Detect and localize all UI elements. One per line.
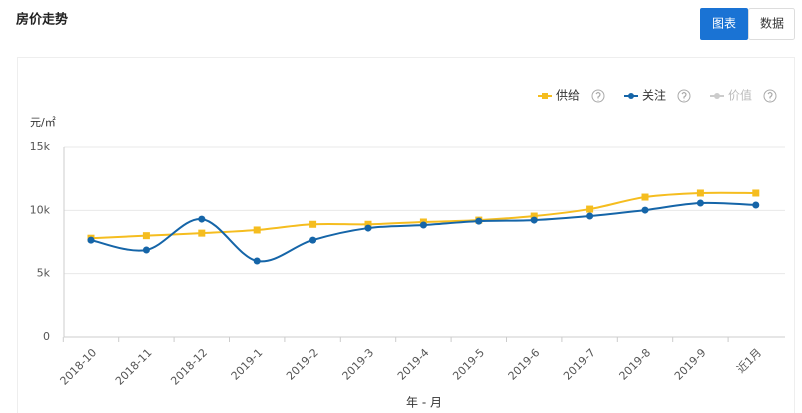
x-tick-label: 2019-6 — [506, 346, 543, 383]
help-icon — [763, 89, 777, 103]
y-tick-label: 5k — [37, 267, 51, 280]
help-icon-mark — [681, 91, 687, 101]
tab-data[interactable] — [748, 8, 795, 40]
tab-label[interactable]: 图表 — [712, 17, 736, 31]
y-axis-label: 元/㎡ — [30, 116, 56, 129]
point — [419, 221, 427, 229]
x-tick-label: 2019-4 — [395, 346, 432, 383]
point — [309, 236, 317, 244]
x-tick-label: 2018-10 — [58, 346, 100, 388]
point — [364, 224, 372, 232]
point — [253, 257, 261, 265]
point — [142, 232, 150, 240]
legend-label: 供给 — [556, 89, 580, 103]
y-tick-label: 10k — [30, 203, 51, 216]
legend-marker — [542, 93, 548, 99]
help-icon-mark — [767, 91, 773, 101]
x-tick-label: 2019-8 — [616, 346, 653, 383]
point — [586, 205, 594, 213]
legend-label: 关注 — [642, 88, 666, 103]
point — [364, 220, 372, 228]
tab-label[interactable]: 数据 — [760, 16, 784, 31]
page-title: 房价走势 — [16, 12, 68, 28]
point — [696, 189, 704, 197]
series-line — [90, 191, 756, 240]
x-tick-label: 2019-5 — [450, 346, 487, 383]
x-tick-label: 2019-3 — [339, 346, 376, 383]
point — [752, 189, 760, 197]
point — [87, 236, 95, 244]
point — [641, 206, 649, 214]
point — [530, 216, 538, 224]
point — [475, 217, 483, 225]
legend-marker — [628, 93, 634, 99]
x-tick-label: 2019-7 — [561, 346, 598, 383]
x-tick-label: 近1月 — [734, 346, 764, 376]
point — [198, 215, 206, 223]
legend-marker — [714, 93, 720, 99]
y-tick-label: 0 — [43, 330, 50, 343]
point — [641, 193, 649, 201]
point — [309, 220, 317, 228]
help-icon-mark — [595, 91, 601, 101]
point — [198, 229, 206, 237]
x-tick-label: 2018-11 — [113, 346, 155, 388]
x-axis-label: 年 - 月 — [406, 396, 442, 410]
point — [530, 212, 538, 220]
help-icon — [591, 89, 605, 103]
point — [696, 199, 704, 207]
x-tick-label: 2019-9 — [672, 346, 709, 383]
series-line — [90, 201, 756, 263]
y-tick-label: 15k — [30, 140, 51, 153]
x-tick-label: 2019-1 — [229, 346, 266, 383]
x-tick-label: 2018-12 — [168, 346, 210, 388]
point — [586, 212, 594, 220]
legend-label: 价值 — [728, 88, 752, 103]
point — [752, 201, 760, 209]
help-icon — [677, 89, 691, 103]
point — [253, 226, 261, 234]
tab-chart[interactable] — [700, 8, 748, 40]
point — [142, 246, 150, 254]
chart-panel — [17, 57, 795, 413]
x-tick-label: 2019-2 — [284, 346, 321, 383]
